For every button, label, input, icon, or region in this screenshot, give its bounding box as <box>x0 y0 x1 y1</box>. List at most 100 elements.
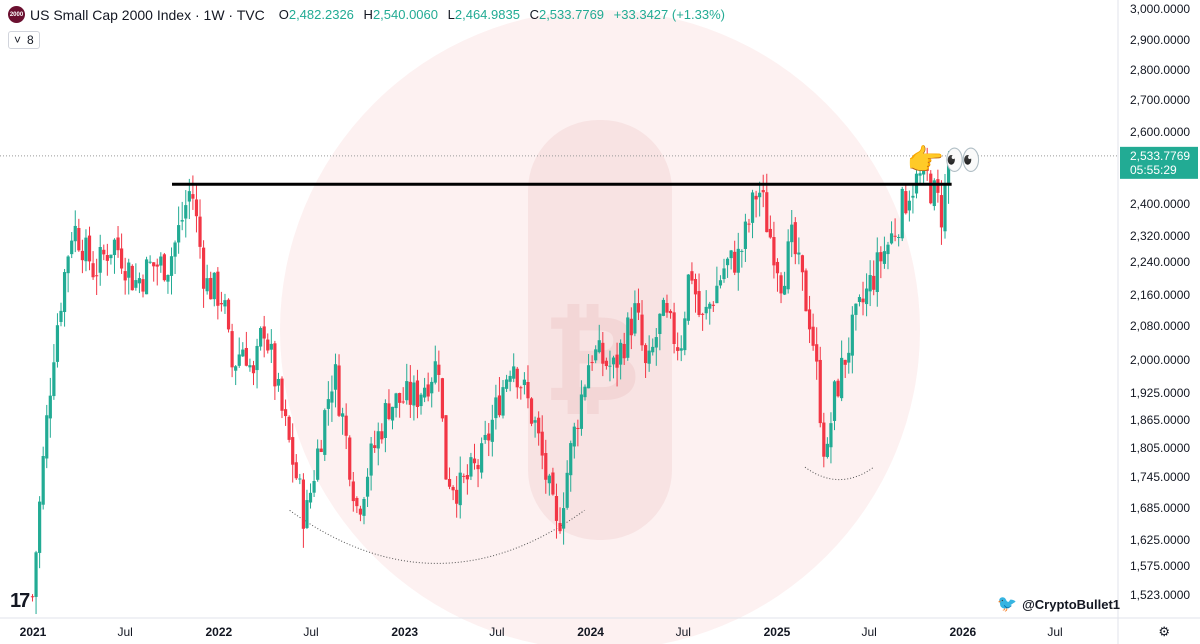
candle-body <box>440 378 445 419</box>
candlestick-series <box>30 145 951 615</box>
price-tick-label: 1,805.0000 <box>1130 441 1190 455</box>
candle-body <box>594 349 598 361</box>
candle-body <box>526 382 530 399</box>
candle-body <box>419 394 423 407</box>
candle-body <box>198 216 202 247</box>
twitter-bird-icon: 🐦 <box>997 596 1018 613</box>
candle-body <box>166 274 170 282</box>
candle-body <box>283 409 288 417</box>
candle-body <box>840 357 844 399</box>
price-tick-label: 2,800.0000 <box>1130 63 1190 77</box>
candle-body <box>911 195 915 198</box>
chevron-down-icon: ˅ <box>14 33 22 47</box>
candle-body <box>686 274 690 321</box>
candle-body <box>775 261 780 274</box>
candle-body <box>872 275 876 290</box>
candle-body <box>476 464 480 470</box>
candle-body <box>437 364 441 375</box>
candle-body <box>162 254 166 281</box>
candle-body <box>558 522 562 532</box>
candle-body <box>433 361 437 383</box>
low-value: 2,464.9835 <box>454 7 520 22</box>
price-tick-label: 2,080.0000 <box>1130 319 1190 333</box>
candle-body <box>59 310 63 322</box>
annotation-emoji: 👉👀 <box>907 143 982 178</box>
candle-body <box>832 381 837 421</box>
candle-body <box>701 313 705 315</box>
candle-body <box>704 306 708 314</box>
candle-body <box>668 310 673 314</box>
candle-body <box>269 343 273 350</box>
candle-body <box>490 419 494 442</box>
candle-body <box>633 303 637 334</box>
candle-body <box>825 443 829 457</box>
time-tick-label: 2026 <box>949 625 976 639</box>
candle-body <box>897 237 901 239</box>
candle-body <box>330 391 334 403</box>
candle-body <box>287 416 291 440</box>
candle-body <box>77 228 81 251</box>
candle-body <box>41 456 45 505</box>
candle-body <box>177 225 181 243</box>
candle-body <box>497 395 502 416</box>
candle-body <box>102 249 106 255</box>
candle-body <box>70 240 74 255</box>
candle-body <box>918 173 922 176</box>
candle-body <box>729 250 733 259</box>
candle-body <box>469 457 473 477</box>
candle-body <box>55 325 60 362</box>
candle-body <box>854 303 858 315</box>
candle-body <box>169 256 174 276</box>
candle-body <box>922 159 926 175</box>
candle-body <box>804 270 808 312</box>
time-tick-label: 2022 <box>206 625 233 639</box>
candle-body <box>201 247 206 289</box>
candle-body <box>116 237 120 251</box>
indicators-toggle[interactable]: ˅ 8 <box>8 31 40 49</box>
price-tick-label: 2,700.0000 <box>1130 93 1190 107</box>
candle-body <box>790 224 794 243</box>
candle-body <box>351 481 355 502</box>
last-price-tag: 2,533.7769 05:55:29 <box>1120 146 1198 179</box>
candle-body <box>184 205 188 219</box>
candle-body <box>494 397 498 419</box>
candle-body <box>333 364 338 390</box>
candle-body <box>34 552 38 597</box>
candle-body <box>519 387 523 389</box>
candle-body <box>187 191 191 202</box>
price-axis[interactable]: 3,000.0000 2,900.0000 2,800.0000 2,700.0000… <box>1130 2 1190 602</box>
candle-body <box>636 303 641 313</box>
price-tick-label: 2,160.0000 <box>1130 288 1190 302</box>
twitter-credit: 🐦 @CryptoBullet1 <box>997 594 1120 614</box>
candle-body <box>533 420 537 423</box>
candle-body <box>308 492 313 503</box>
last-price-value: 2,533.7769 <box>1130 149 1190 163</box>
candle-body <box>583 386 587 398</box>
price-tick-label: 1,865.0000 <box>1130 413 1190 427</box>
tradingview-logo-icon[interactable]: 17 <box>10 590 30 612</box>
candle-body <box>301 479 305 529</box>
time-tick-label: 2021 <box>20 625 47 639</box>
candle-body <box>736 248 740 273</box>
price-tick-label: 1,925.0000 <box>1130 386 1190 400</box>
candle-body <box>604 360 608 367</box>
candle-body <box>889 233 894 244</box>
candle-body <box>547 475 551 484</box>
candle-body <box>472 458 477 464</box>
candle-body <box>483 434 487 440</box>
time-axis[interactable]: 2021 Jul 2022 Jul 2023 Jul 2024 Jul 2025 Jul 2026 J… <box>20 625 1063 639</box>
candle-body <box>216 271 220 306</box>
candle-body <box>711 304 715 306</box>
index-logo-icon[interactable]: 2000 <box>8 6 25 23</box>
candle-body <box>512 366 516 379</box>
candle-body <box>768 228 772 238</box>
candle-body <box>815 344 819 362</box>
rounded-bottom-arcs <box>289 466 875 564</box>
candle-body <box>141 279 145 292</box>
gear-icon[interactable]: ⚙ <box>1158 624 1170 639</box>
candle-body <box>373 445 377 448</box>
candle-body <box>864 288 869 305</box>
symbol-title[interactable]: US Small Cap 2000 Index · 1W · TVC <box>30 6 265 23</box>
candle-body <box>415 380 420 407</box>
